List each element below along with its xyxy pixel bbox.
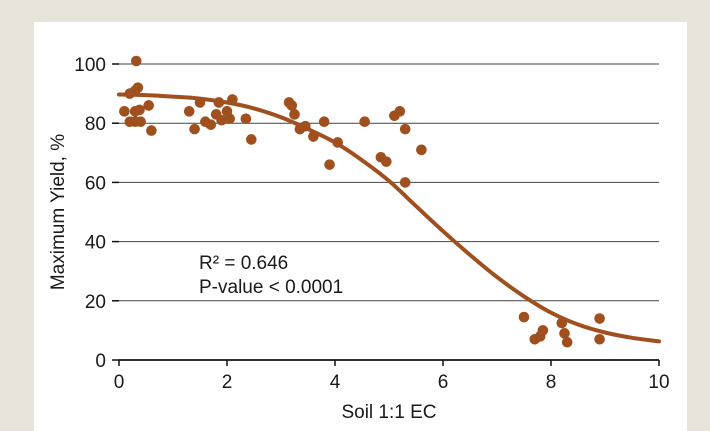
tick-labels: 0 20 40 60 80 100 0 2 4 6 8 10 <box>74 55 669 393</box>
data-point <box>143 100 154 111</box>
data-point <box>381 156 392 167</box>
data-point <box>561 336 573 348</box>
data-point <box>594 333 605 345</box>
data-point <box>183 106 195 117</box>
data-point <box>286 100 298 111</box>
y-tick-label: 80 <box>85 114 106 135</box>
x-tick-label: 4 <box>330 372 341 393</box>
x-tick-label: 8 <box>546 372 557 393</box>
data-point <box>318 116 330 128</box>
data-point <box>559 328 570 339</box>
data-point <box>134 104 145 116</box>
data-point <box>246 134 257 145</box>
y-tick-label: 100 <box>74 55 106 76</box>
data-point <box>189 123 200 135</box>
data-point <box>146 125 157 136</box>
x-tick-label: 6 <box>438 372 449 393</box>
data-point <box>399 123 411 135</box>
x-tick-label: 2 <box>222 372 233 393</box>
data-points <box>119 55 605 348</box>
data-point <box>132 82 144 93</box>
chart-panel <box>34 22 687 431</box>
y-tick-label: 20 <box>85 292 106 313</box>
data-point <box>399 177 411 188</box>
data-point <box>119 106 130 117</box>
data-point <box>518 311 530 323</box>
data-point <box>130 55 142 67</box>
fit-curve <box>117 92 661 344</box>
data-point <box>224 113 235 125</box>
x-axis-label: Soil 1:1 EC <box>341 402 436 423</box>
data-point <box>416 144 427 156</box>
y-tick-label: 40 <box>85 233 106 254</box>
data-point <box>359 116 371 128</box>
y-axis-label: Maximum Yield, % <box>48 134 69 290</box>
data-point <box>324 159 335 170</box>
data-point <box>289 109 300 120</box>
data-point <box>594 313 605 324</box>
data-point <box>394 106 406 117</box>
x-tick-label: 10 <box>648 372 669 393</box>
y-tick-label: 60 <box>85 173 106 194</box>
data-point <box>537 325 549 336</box>
axes <box>112 63 660 366</box>
y-tick-label: 0 <box>95 351 106 372</box>
p-value-annotation: P-value < 0.0001 <box>199 277 343 298</box>
data-point <box>216 114 227 126</box>
data-point <box>205 119 217 130</box>
data-point <box>240 113 252 125</box>
x-tick-label: 0 <box>114 372 125 393</box>
data-point <box>135 116 146 128</box>
r-squared-annotation: R² = 0.646 <box>199 253 288 274</box>
